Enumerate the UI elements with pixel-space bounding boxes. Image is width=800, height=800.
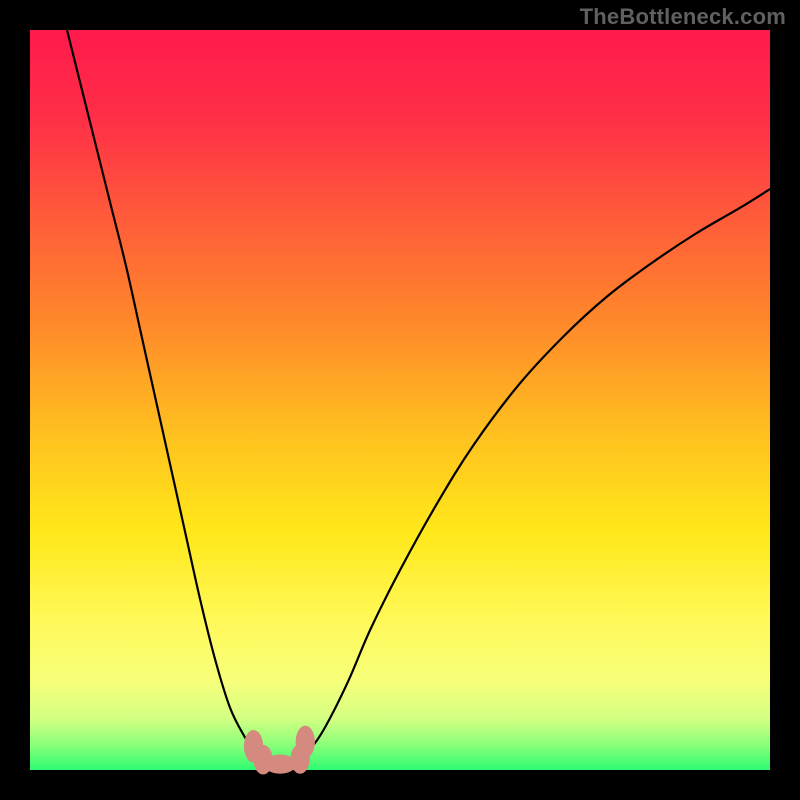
optimal-marker xyxy=(296,726,315,759)
chart-gradient-background xyxy=(30,30,770,770)
watermark-text: TheBottleneck.com xyxy=(580,4,786,30)
bottleneck-chart xyxy=(0,0,800,800)
